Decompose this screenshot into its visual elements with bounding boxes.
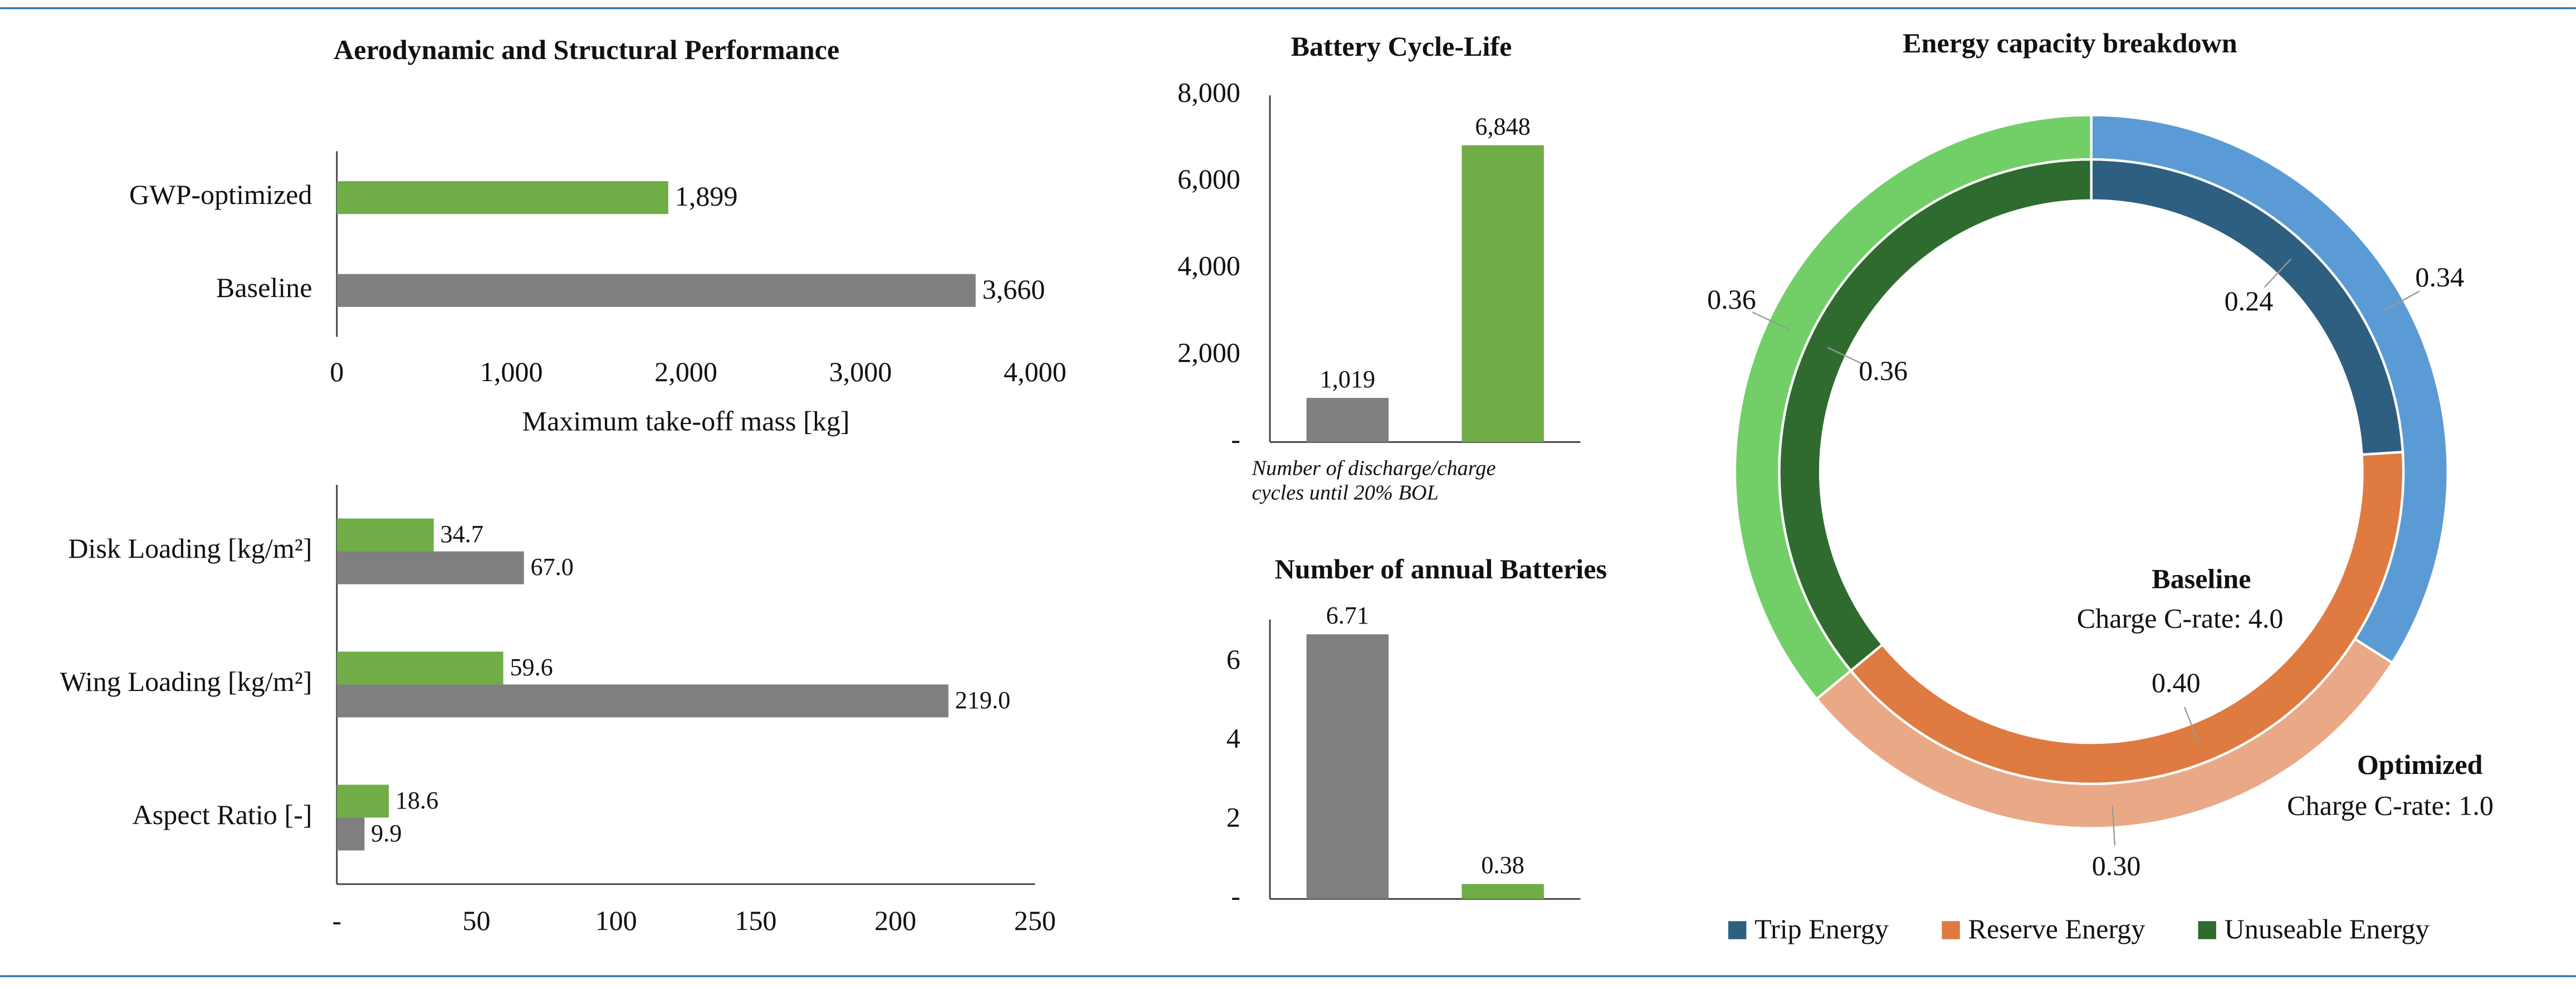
leader-line [2111,805,2116,846]
value-label: 0.36 [1859,355,1908,386]
x-tick-label: - [332,905,341,936]
bar [336,518,434,552]
value-label: 18.6 [395,787,438,814]
x-tick-label: 200 [874,905,916,936]
x-tick-label: 250 [1014,905,1056,936]
y-tick-label: - [1231,880,1240,912]
value-label: 1,019 [1320,366,1376,393]
x-tick-label: 100 [595,905,637,936]
bar [336,651,504,685]
y-tick-label: Disk Loading [kg/m²] [68,533,312,564]
y-tick-label: - [1231,423,1240,455]
ring-name: Baseline [2152,563,2251,595]
value-label: 6.71 [1326,602,1369,629]
leader-line [2264,259,2292,288]
chart-title: Aerodynamic and Structural Performance [334,34,839,65]
value-label: 0.40 [2152,667,2201,698]
value-label: 67.0 [530,553,573,581]
value-label: 59.6 [510,654,553,681]
y-tick-label: 6,000 [1177,163,1240,194]
value-label: 34.7 [441,520,483,548]
value-label: 3,660 [983,274,1045,305]
x-tick-label: 2,000 [654,356,717,387]
value-label: 0.38 [1481,851,1524,879]
value-label: 0.24 [2225,285,2274,316]
legend-swatch [1728,921,1747,939]
y-tick-label: 4,000 [1177,250,1240,281]
y-tick-label: Aspect Ratio [-] [133,799,312,830]
y-tick-label: Baseline [216,272,312,303]
value-label: 0.30 [2092,850,2141,881]
chart-title: Number of annual Batteries [1275,553,1607,584]
y-tick-label: 4 [1226,723,1240,754]
y-tick-label: GWP-optimized [129,179,312,210]
chart-title: Energy capacity breakdown [1903,27,2237,59]
x-tick-label: 4,000 [1004,356,1067,387]
legend-swatch [1942,921,1960,939]
bar [336,274,976,307]
x-axis-label: Maximum take-off mass [kg] [522,405,850,436]
bar [1461,145,1544,442]
bar [336,684,949,718]
value-label: 0.36 [1707,284,1756,315]
y-tick-label: Wing Loading [kg/m²] [60,666,312,697]
bar [336,551,524,584]
leader-line [2384,290,2420,311]
x-tick-label: 50 [462,905,490,936]
donut-segment [1733,114,2093,701]
value-label: 219.0 [955,686,1011,714]
bar [336,817,365,851]
leader-line [1752,311,1790,330]
legend-label: Trip Energy [1754,913,1889,944]
legend-label: Reserve Energy [1968,913,2145,944]
y-tick-label: 8,000 [1177,77,1240,108]
y-tick-label: 2,000 [1177,337,1240,368]
ring-subtitle: Charge C-rate: 1.0 [2287,790,2494,821]
legend-swatch [2198,921,2216,939]
value-label: 9.9 [371,820,402,847]
leader-line [2183,707,2199,743]
bar [1306,634,1389,899]
value-label: 6,848 [1475,113,1531,140]
axis-note: Number of discharge/charge [1252,456,1496,480]
bar [1461,884,1544,899]
y-tick-label: 2 [1226,801,1240,832]
x-tick-label: 150 [735,905,776,936]
legend-label: Unuseable Energy [2225,913,2430,944]
x-tick-label: 1,000 [480,356,543,387]
axis-note: cycles until 20% BOL [1252,481,1439,505]
y-tick-label: 6 [1226,644,1240,675]
x-tick-label: 0 [330,356,344,387]
ring-subtitle: Charge C-rate: 4.0 [2077,602,2284,634]
x-tick-label: 3,000 [829,356,892,387]
value-label: 1,899 [675,181,738,212]
value-label: 0.34 [2415,261,2464,293]
bar [336,785,389,818]
bar [1306,398,1389,442]
chart-title: Battery Cycle-Life [1291,31,1512,62]
leader-line [1827,347,1863,365]
ring-name: Optimized [2357,749,2483,780]
bar [336,181,668,215]
